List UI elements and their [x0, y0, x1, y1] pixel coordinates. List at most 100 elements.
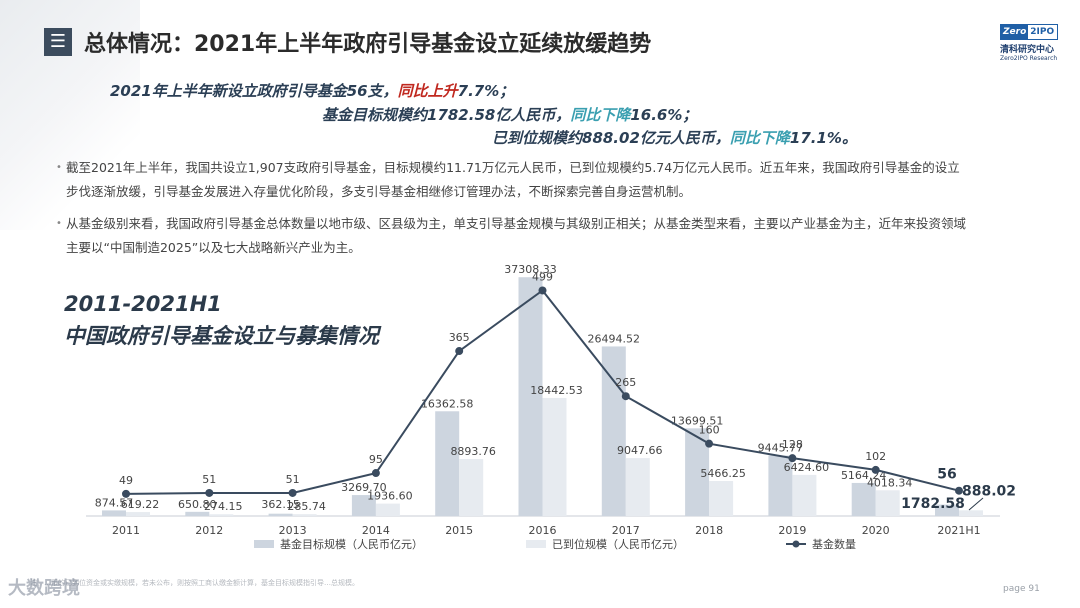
bar-target-2011 [102, 510, 126, 516]
bar-paid-2016 [542, 397, 567, 516]
bar-target-2018 [685, 428, 710, 516]
bar-target-2013 [268, 513, 293, 516]
bullet-dot: • [56, 218, 62, 229]
legend-label-count: 基金数量 [812, 537, 856, 551]
highlight-1-trend: 同比上升 [397, 82, 458, 100]
x-tick-label: 2021H1 [937, 524, 980, 537]
data-label-paid: 6424.60 [784, 461, 830, 474]
bar-paid-2012 [209, 514, 234, 516]
bullet-paragraph-2: • 从基金级别来看，我国政府引导基金总体数量以地市级、区县级为主，单支引导基金规… [56, 212, 967, 260]
data-label-paid: 274.15 [204, 500, 243, 513]
page-number: page 91 [1003, 584, 1040, 594]
point-fund-count-2013 [288, 488, 297, 497]
x-tick-label: 2015 [445, 524, 473, 537]
data-label-target: 3269.70 [341, 481, 387, 494]
highlight-line-1: 2021年上半年新设立政府引导基金56支，同比上升7.7%； [110, 80, 514, 101]
highlight-3-text: 已到位规模约888.02亿元人民币， [492, 129, 730, 147]
data-label-count: 265 [615, 376, 636, 389]
point-fund-count-2014 [371, 469, 380, 478]
data-label-target: 874.57 [95, 496, 134, 509]
logo-mark: Zero 2IPO [1000, 24, 1058, 40]
data-label-count: 51 [202, 473, 216, 486]
data-label-target: 650.80 [178, 498, 217, 511]
chart-title: 中国政府引导基金设立与募集情况 [64, 324, 379, 348]
point-fund-count-2020 [871, 465, 880, 474]
bar-target-2021H1 [935, 504, 959, 516]
data-label-target: 362.15 [261, 498, 300, 511]
data-label-paid-last: 888.02 [962, 484, 1016, 500]
bar-paid-2020 [875, 490, 900, 516]
logo-cn-text: 清科研究中心 [1000, 45, 1055, 55]
bullet-paragraph-1: • 截至2021年上半年，我国共设立1,907支政府引导基金，目标规模约11.7… [56, 156, 966, 204]
legend-marker-count [792, 540, 800, 548]
data-label-paid: 619.22 [121, 498, 160, 511]
data-label-count: 49 [119, 474, 133, 487]
data-label-count: 102 [865, 450, 886, 463]
data-label-target: 9445.77 [758, 442, 804, 455]
data-label-paid: 4018.34 [867, 476, 913, 489]
data-label-count: 51 [286, 473, 300, 486]
bar-paid-2015 [459, 459, 484, 516]
bar-paid-2019 [792, 474, 817, 516]
bar-target-2014 [351, 495, 376, 516]
data-label-count: 499 [532, 270, 553, 283]
bar-paid-2014 [375, 503, 400, 516]
logo-mark-b: 2IPO [1030, 27, 1055, 37]
point-fund-count-2012 [205, 488, 214, 497]
legend-label-target: 基金目标规模（人民币亿元） [280, 537, 423, 551]
bar-target-2012 [185, 511, 210, 516]
highlight-line-3: 已到位规模约888.02亿元人民币，同比下降17.1%。 [492, 127, 857, 148]
x-tick-label: 2017 [612, 524, 640, 537]
point-fund-count-2011 [122, 489, 130, 498]
data-label-count-last: 56 [937, 467, 956, 483]
highlight-3-value: 17.1%。 [789, 129, 857, 147]
bar-paid-2017 [625, 458, 650, 516]
data-label-target: 26494.52 [588, 332, 641, 345]
x-tick-label: 2011 [112, 524, 140, 537]
data-label-target: 16362.58 [421, 397, 474, 410]
point-fund-count-2018 [705, 439, 714, 448]
bar-target-2016 [518, 277, 543, 516]
highlight-2-text: 基金目标规模约1782.58亿人民币， [322, 106, 571, 124]
legend-swatch-target [254, 540, 274, 548]
highlight-3-trend: 同比下降 [729, 129, 790, 147]
data-label-target-last: 1782.58 [901, 496, 965, 512]
menu-icon: ☰ [44, 28, 72, 56]
bar-paid-2013 [292, 514, 317, 516]
data-label-target: 13699.51 [671, 414, 724, 427]
watermark: 大数跨境 [8, 578, 80, 599]
highlight-line-2: 基金目标规模约1782.58亿人民币，同比下降16.6%； [322, 104, 697, 125]
data-label-paid: 1936.60 [367, 490, 413, 503]
data-label-count: 160 [699, 424, 720, 437]
data-label-paid: 285.74 [287, 500, 326, 513]
data-label-count: 128 [782, 438, 803, 451]
data-label-target: 37308.33 [504, 263, 557, 276]
bar-paid-2018 [709, 481, 734, 516]
logo-en-text: Zero2IPO Research [1000, 55, 1058, 62]
data-label-count: 95 [369, 453, 383, 466]
highlight-1-text: 2021年上半年新设立政府引导基金56支， [110, 82, 398, 100]
bar-target-2020 [851, 482, 876, 516]
x-tick-label: 2014 [362, 524, 390, 537]
bar-target-2019 [768, 455, 793, 516]
point-fund-count-2017 [621, 392, 630, 401]
footnote: 注：…币的已到位资金或实缴规模，若未公布，则按照工商认缴金额计算，基金目标规模指… [30, 579, 359, 587]
x-tick-label: 2018 [695, 524, 723, 537]
data-label-paid: 9047.66 [617, 444, 663, 457]
bullet-dot: • [56, 162, 62, 173]
chart-title-years: 2011-2021H1 [64, 292, 222, 316]
highlight-1-value: 7.7%； [457, 82, 515, 100]
bullet-2-text: 从基金级别来看，我国政府引导基金总体数量以地市级、区县级为主，单支引导基金规模与… [66, 216, 967, 255]
point-fund-count-2021H1 [955, 486, 963, 495]
logo-mark-a: Zero [1001, 25, 1029, 39]
x-tick-label: 2016 [529, 524, 557, 537]
x-tick-label: 2013 [279, 524, 307, 537]
data-label-paid: 8893.76 [450, 445, 496, 458]
highlight-2-trend: 同比下降 [570, 106, 631, 124]
leader-line-paid-last [968, 497, 984, 511]
page-title: 总体情况：2021年上半年政府引导基金设立延续放缓趋势 [84, 32, 652, 57]
data-label-paid: 5466.25 [700, 467, 746, 480]
bar-target-2017 [601, 346, 626, 516]
bar-paid-2011 [126, 512, 150, 516]
